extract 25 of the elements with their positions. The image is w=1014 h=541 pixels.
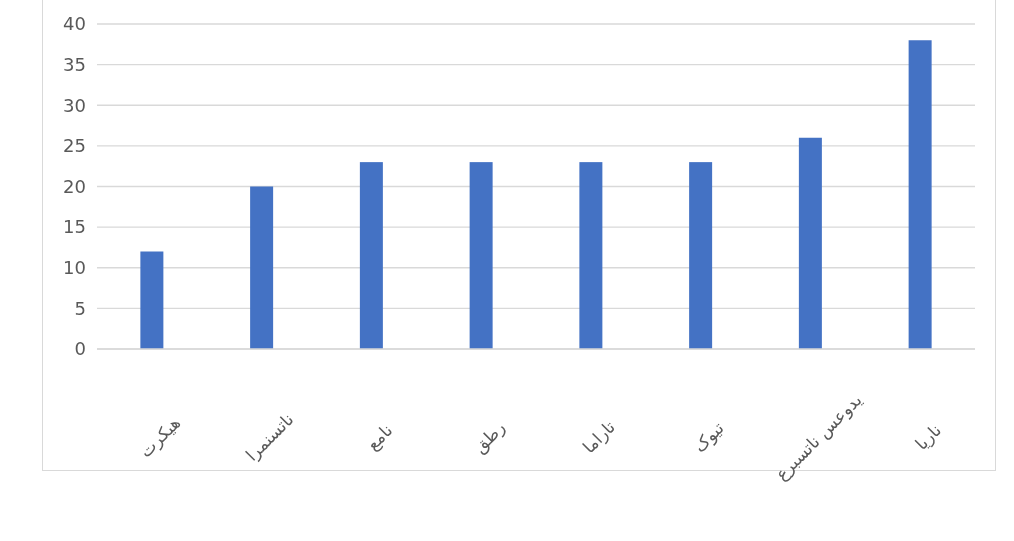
x-tick-label: یدوعس ناتسبرع: [771, 389, 867, 485]
x-tick-label: هیکرت: [135, 412, 185, 462]
bar: [469, 162, 493, 349]
bar: [359, 162, 383, 349]
y-tick-label: 5: [74, 297, 86, 319]
x-tick-label: ناتسنمرا: [241, 409, 298, 465]
y-tick-label: 15: [63, 216, 86, 238]
y-tick-label: 20: [63, 175, 86, 197]
y-tick-label: 40: [63, 13, 86, 35]
y-tick-label: 0: [74, 338, 86, 360]
x-tick-label: ناریا: [911, 419, 946, 454]
bar: [250, 186, 274, 349]
y-tick-label: 25: [63, 135, 86, 157]
x-tick-label: نامع: [362, 419, 398, 455]
x-tick-label: تیوک: [689, 417, 728, 457]
x-tick-label: رطق: [469, 417, 509, 457]
bar: [579, 162, 603, 349]
x-tick-label: تاراما: [578, 416, 620, 458]
bar: [908, 40, 932, 349]
y-tick-label: 35: [63, 53, 86, 75]
y-tick-label: 10: [63, 257, 86, 279]
bar: [798, 137, 822, 349]
bar: [140, 251, 164, 349]
bar: [689, 162, 713, 349]
y-tick-label: 30: [63, 94, 86, 116]
